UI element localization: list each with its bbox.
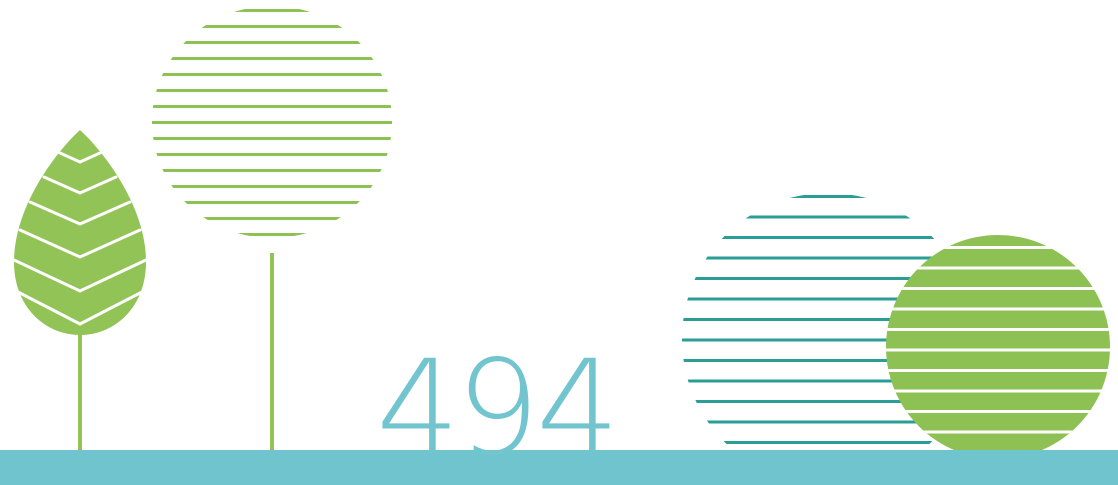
- page-number: 494: [376, 332, 616, 485]
- leaf-tree-crown: [14, 130, 146, 335]
- teal-stripe: [682, 215, 974, 219]
- teal-stripe: [682, 277, 974, 280]
- green-circle-stripe: [886, 389, 1110, 393]
- striped-round-tree-icon: [152, 9, 392, 453]
- ground-band: [0, 450, 1118, 485]
- round-tree-stripe: [152, 233, 392, 236]
- teal-stripe: [682, 420, 974, 424]
- green-circle-stripe: [886, 328, 1110, 331]
- round-tree-stripes: [152, 9, 392, 236]
- round-tree-stripe: [152, 25, 392, 28]
- round-tree-stripe: [152, 73, 392, 76]
- round-tree-stripe: [152, 57, 392, 60]
- round-tree-stripe: [152, 105, 392, 108]
- teal-stripe: [682, 400, 974, 403]
- teal-stripe: [682, 318, 974, 321]
- round-tree-stripe: [152, 41, 392, 44]
- teal-stripe: [682, 379, 974, 383]
- round-tree-stripe: [152, 121, 392, 124]
- teal-stripe: [682, 338, 974, 342]
- teal-stripe: [682, 297, 974, 301]
- green-circle-stripe: [886, 266, 1110, 270]
- striped-green-circle: [886, 235, 1110, 459]
- round-tree-stripe: [152, 201, 392, 204]
- green-circle-stripe: [886, 430, 1110, 434]
- round-tree-stripe: [152, 153, 392, 156]
- round-tree-stripe: [152, 169, 392, 172]
- teal-stripe: [682, 236, 974, 239]
- teal-stripe: [682, 195, 974, 198]
- round-tree-stripe: [152, 217, 392, 220]
- leaf-veins: [12, 151, 148, 326]
- green-circle-stripe: [886, 348, 1110, 352]
- leaf-tree-trunk: [78, 325, 82, 455]
- round-tree-stripe: [152, 185, 392, 188]
- round-tree-stripe: [152, 137, 392, 140]
- green-circle-stripe: [886, 246, 1110, 249]
- green-circle-stripe: [886, 307, 1110, 311]
- leaf-tree-icon: [12, 130, 148, 455]
- round-tree-trunk: [270, 253, 274, 453]
- green-circle-stripe: [886, 287, 1110, 290]
- teal-stripe: [682, 441, 974, 444]
- green-circle-stripe: [886, 369, 1110, 372]
- round-tree-stripe: [152, 9, 392, 12]
- round-tree-stripe: [152, 89, 392, 92]
- teal-stripe: [682, 359, 974, 362]
- green-circle-stripe: [886, 410, 1110, 413]
- teal-stripe: [682, 256, 974, 260]
